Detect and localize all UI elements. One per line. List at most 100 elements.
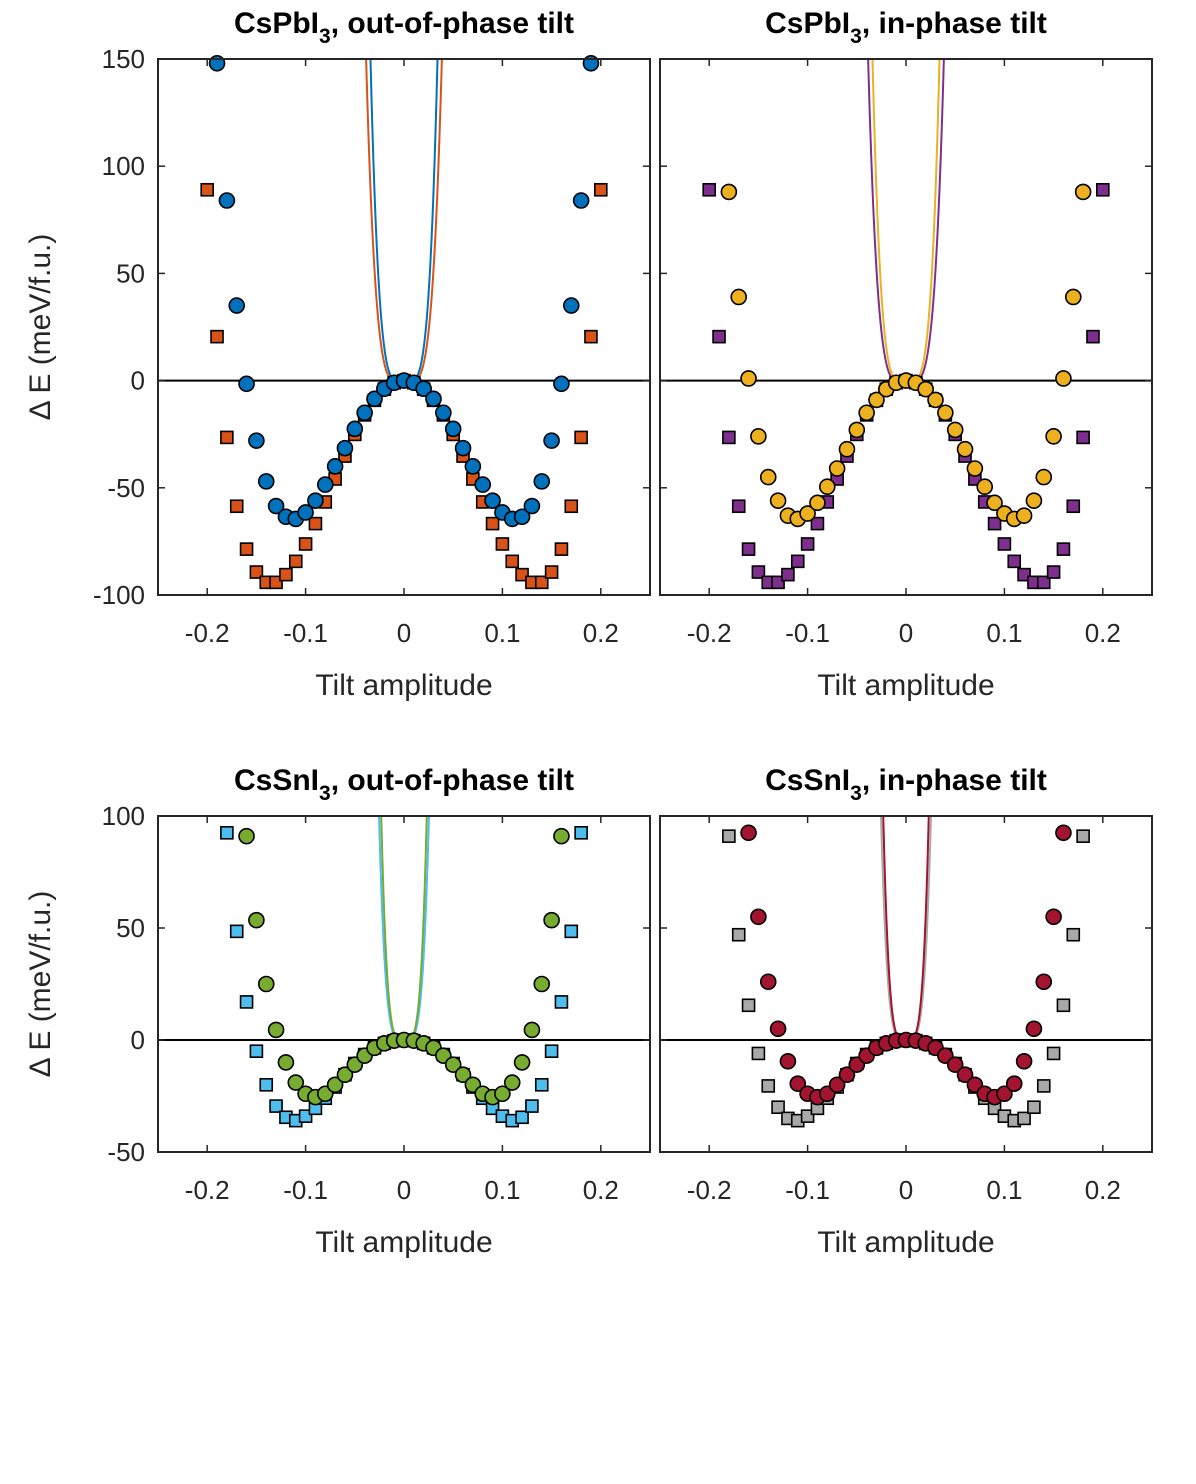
series-1-point xyxy=(259,1078,274,1092)
series-2-point xyxy=(267,1021,285,1039)
series-1-point xyxy=(298,537,313,551)
series-1-point xyxy=(298,1109,313,1123)
series-2-point xyxy=(946,1056,964,1073)
series-2-point xyxy=(818,478,836,496)
series-1-point xyxy=(249,1044,264,1058)
series-2-point xyxy=(1035,468,1053,486)
y-tick-label: -50 xyxy=(107,473,145,503)
series-1-point xyxy=(800,1109,815,1123)
panel-1: -0.2 -0.1 0 0.1 0.2 -100 -50 0 50 100 150 Tilt ampl… xyxy=(24,7,651,702)
series-1-point xyxy=(741,998,756,1013)
series-1-point xyxy=(269,1099,283,1113)
series-2-point xyxy=(1074,183,1092,201)
title-main: CsSnI xyxy=(765,764,850,797)
series-1-point xyxy=(485,516,500,531)
series-1-point xyxy=(1027,1100,1041,1114)
series-2-point xyxy=(356,404,373,422)
series-1-point xyxy=(1017,567,1031,582)
series-1-point xyxy=(593,182,608,197)
series-1-point xyxy=(288,554,303,569)
series-2-point xyxy=(543,432,560,449)
series-2-point xyxy=(966,460,984,477)
series-2-point xyxy=(257,975,275,993)
series-2-point xyxy=(976,478,994,496)
series-1-point xyxy=(269,575,283,590)
y-tick-label: 150 xyxy=(102,44,145,74)
series-2-point xyxy=(562,297,580,314)
title-rest: , out-of-phase tilt xyxy=(331,7,574,40)
series-2-point xyxy=(326,1076,344,1094)
series-2-point xyxy=(228,297,246,314)
series-1-point xyxy=(515,1110,529,1125)
series-1-point xyxy=(1086,329,1100,344)
y-tick-label: 100 xyxy=(102,151,145,181)
series-1-point xyxy=(505,554,520,569)
x-axis-label: Tilt amplitude xyxy=(315,1226,492,1259)
series-2-point xyxy=(218,192,236,209)
series-2-point xyxy=(494,1085,511,1103)
x-tick-label: -0.1 xyxy=(283,1175,328,1205)
series-1-point xyxy=(702,182,717,197)
series-1-point xyxy=(220,825,234,840)
series-1-point xyxy=(1036,1079,1051,1093)
series-2-point xyxy=(720,183,738,201)
series-2-point xyxy=(316,476,334,493)
series-2-point xyxy=(297,504,314,521)
series-1-point xyxy=(495,537,510,551)
series-2-point xyxy=(838,1066,856,1084)
chart-title: CsSnI3, out-of-phase tilt xyxy=(234,764,574,805)
series-2-point xyxy=(730,288,748,306)
series-1-point xyxy=(722,829,736,843)
series-1-point xyxy=(761,1079,776,1093)
series-1-point xyxy=(210,329,224,344)
series-2-point xyxy=(1035,973,1053,991)
series-1-point xyxy=(229,924,244,939)
series-2-point xyxy=(1045,428,1062,445)
series-1-point xyxy=(1096,182,1110,197)
x-tick-label: -0.2 xyxy=(185,1175,230,1205)
series-2-point xyxy=(533,975,551,993)
series-2-point xyxy=(750,908,767,926)
series-1-point xyxy=(1056,998,1071,1013)
series-2-point xyxy=(917,380,934,398)
series-2-point xyxy=(474,476,492,493)
x-tick-label: 0.2 xyxy=(583,1175,619,1205)
title-rest: , in-phase tilt xyxy=(862,764,1047,797)
series-2-point xyxy=(1015,507,1033,524)
x-axis-label: Tilt amplitude xyxy=(315,669,492,702)
x-tick-label: 0 xyxy=(899,618,913,648)
series-2-point xyxy=(779,1052,797,1070)
series-2-point xyxy=(415,380,432,398)
series-1-point xyxy=(987,516,1002,531)
series-1-point xyxy=(790,554,805,569)
series-2-point xyxy=(740,370,757,387)
series-1-curve xyxy=(365,59,443,383)
x-tick-label: 0.1 xyxy=(484,1175,520,1205)
series-1-point xyxy=(584,329,598,344)
series-2-point xyxy=(848,421,866,439)
title-subscript: 3 xyxy=(319,25,331,48)
x-tick-label: -0.2 xyxy=(185,618,230,648)
series-2-point xyxy=(346,420,364,438)
axes-box xyxy=(157,815,651,1153)
series-2-point xyxy=(464,458,482,475)
y-tick-label: 0 xyxy=(131,366,145,396)
series-1-point xyxy=(239,995,254,1009)
series-2-point xyxy=(503,1074,521,1091)
axes-box xyxy=(659,58,1153,596)
y-tick-label: -50 xyxy=(107,1137,145,1167)
series-2-point xyxy=(572,192,590,209)
title-rest: , in-phase tilt xyxy=(862,7,1047,40)
title-main: CsPbI xyxy=(765,7,850,40)
x-tick-label: -0.1 xyxy=(785,1175,830,1205)
y-tick-label: 100 xyxy=(102,801,145,831)
series-2-point xyxy=(257,473,275,490)
x-tick-label: 0.1 xyxy=(986,1175,1022,1205)
y-tick-label: 0 xyxy=(131,1025,145,1055)
x-tick-label: 0 xyxy=(397,1175,411,1205)
series-1-point xyxy=(308,516,323,531)
series-2-point xyxy=(444,1056,462,1073)
series-1-point xyxy=(1066,927,1081,942)
series-2-point xyxy=(828,460,846,477)
